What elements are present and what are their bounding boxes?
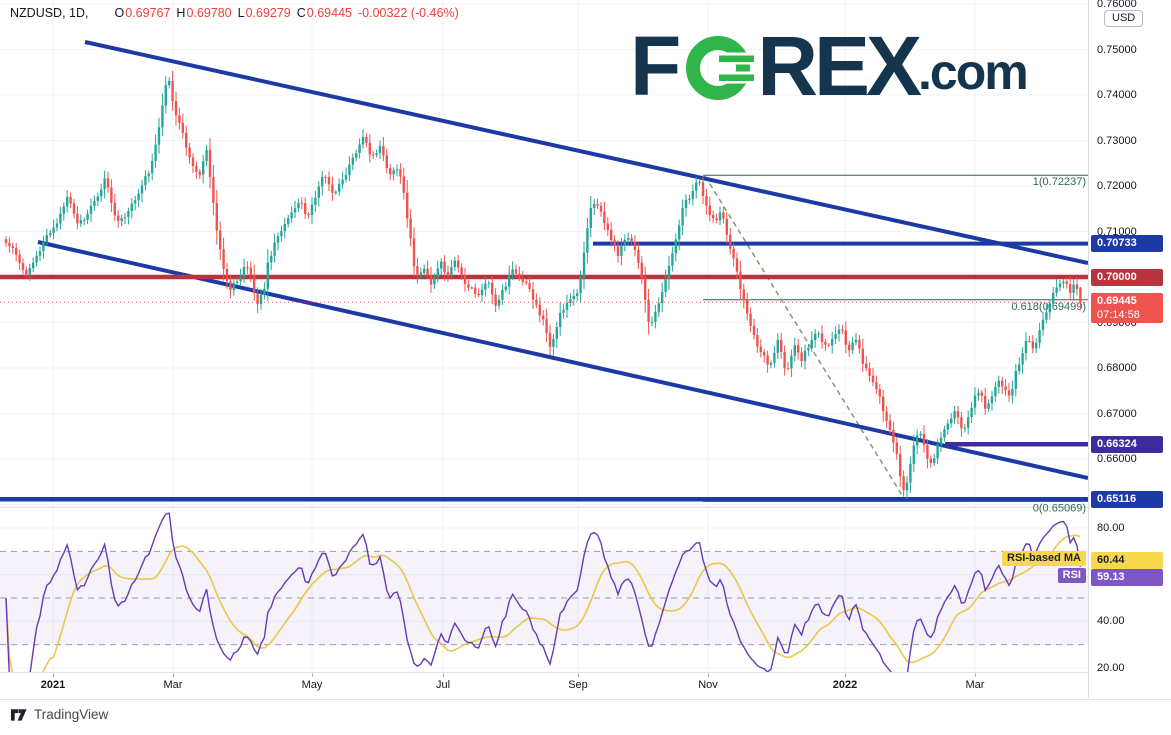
time-tick-mark (53, 673, 54, 677)
tradingview-attribution[interactable]: TradingView (10, 706, 108, 723)
high-label: H (176, 6, 186, 20)
price-tick: 0.74000 (1097, 89, 1137, 101)
time-label: 2022 (832, 679, 858, 691)
time-label: Mar (965, 679, 985, 691)
support-mid-badge: 0.66324 (1091, 435, 1163, 453)
logo-dot-com: .com (918, 44, 1029, 100)
support-low-badge: 0.65116 (1091, 490, 1163, 508)
high-value: 0.69780 (186, 6, 232, 20)
time-tick-mark (845, 673, 846, 677)
price-tick: 0.72000 (1097, 180, 1137, 192)
time-label: Sep (568, 679, 588, 691)
time-label: May (301, 679, 323, 691)
close-label: C (296, 6, 306, 20)
low-value: 0.69279 (245, 6, 291, 20)
low-label: L (237, 6, 245, 20)
close-value: 0.69445 (306, 6, 352, 20)
time-tick-mark (443, 673, 444, 677)
forex-o-icon (686, 36, 755, 100)
time-tick-mark (312, 673, 313, 677)
price-axis[interactable]: USD 0.76000 0.75000 0.74000 0.73000 0.72000 0… (1088, 0, 1171, 698)
open-label: O (114, 6, 125, 20)
ohlc-readout: O 0.69767 H 0.69780 L 0.69279 C 0.69445 -0.0… (114, 6, 458, 20)
price-tick: 0.76000 (1097, 0, 1137, 10)
rsi-label-chip: RSI (1057, 567, 1086, 583)
last-price-badge: 0.69445 07:14:58 (1091, 293, 1163, 324)
logo-letter-f: F (630, 19, 681, 113)
rsi-tick: 80.00 (1097, 522, 1125, 534)
time-tick-mark (708, 673, 709, 677)
open-value: 0.69767 (125, 6, 171, 20)
time-tick-mark (975, 673, 976, 677)
round-level-badge: 0.70000 (1091, 268, 1163, 286)
tradingview-label: TradingView (34, 707, 109, 722)
chart-canvas[interactable]: 1(0.72237)0.618(0.69499)0(0.65069) (0, 0, 1088, 672)
rsi-ma-value-badge: 60.44 (1091, 552, 1163, 569)
price-tick: 0.75000 (1097, 43, 1137, 56)
price-tick: 0.66000 (1097, 453, 1137, 465)
symbol-legend[interactable]: NZDUSD, 1D, O 0.69767 H 0.69780 L 0.69279 C… (10, 6, 459, 20)
price-tick: 0.67000 (1097, 407, 1137, 420)
currency-usd-badge[interactable]: USD (1104, 10, 1144, 27)
price-tick: 0.68000 (1097, 362, 1137, 374)
rsi-value-badge: 59.13 (1091, 568, 1163, 586)
resistance-level-badge: 0.70733 (1091, 235, 1163, 253)
change-value: -0.00322 (-0.46%) (357, 6, 459, 20)
symbol-title[interactable]: NZDUSD, 1D, (10, 6, 89, 20)
forex-com-watermark: F REX .com (630, 19, 1029, 113)
rsi-tick: 40.00 (1097, 615, 1125, 628)
fib-level-label: 0(0.65069) (1033, 502, 1086, 514)
time-tick-mark (578, 673, 579, 677)
time-label: Mar (163, 679, 183, 691)
time-tick-mark (173, 673, 174, 677)
fib-level-label: 1(0.72237) (1033, 176, 1086, 188)
time-label: 2021 (40, 679, 66, 691)
time-axis[interactable]: 2021 Mar May Jul Sep Nov 2022 Mar (0, 672, 1171, 700)
tradingview-logo-icon (10, 709, 27, 721)
logo-letters-rex: REX (757, 19, 922, 113)
rsi-tick: 20.00 (1097, 661, 1125, 674)
rsi-ma-label-chip: RSI-based MA (1002, 550, 1086, 566)
time-label: Jul (435, 679, 451, 691)
price-tick: 0.71000 (1097, 225, 1137, 238)
price-tick: 0.73000 (1097, 134, 1137, 147)
time-label: Nov (698, 679, 718, 691)
